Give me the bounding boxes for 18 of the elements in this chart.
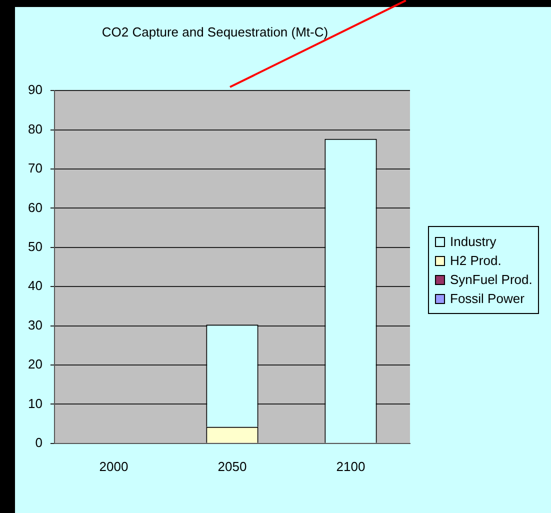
chart-title: CO2 Capture and Sequestration (Mt-C) <box>102 24 328 40</box>
y-tick-label: 80 <box>28 121 42 136</box>
y-tick-label: 70 <box>28 160 42 176</box>
y-tick-label: 0 <box>35 434 42 450</box>
x-tick-label: 2050 <box>218 458 247 474</box>
y-tick-label: 10 <box>28 396 42 411</box>
y-tick-label: 30 <box>28 317 42 332</box>
legend-label: Fossil Power <box>450 291 524 306</box>
y-tick-label: 60 <box>28 200 42 215</box>
x-tick-label: 2000 <box>99 458 128 474</box>
x-tick-label: 2100 <box>336 458 366 474</box>
y-tick-label: 90 <box>28 82 42 98</box>
y-tick-label: 20 <box>28 356 42 372</box>
legend-label: Industry <box>450 234 496 249</box>
y-tick-label: 40 <box>28 278 42 294</box>
y-tick-label: 50 <box>28 238 42 254</box>
legend-label: SynFuel Prod. <box>450 272 532 287</box>
legend-label: H2 Prod. <box>450 253 502 268</box>
